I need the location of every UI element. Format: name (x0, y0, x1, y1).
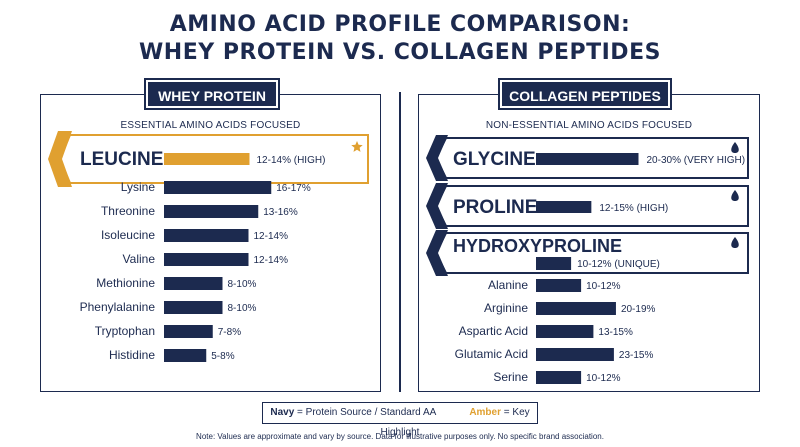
bar-methionine (164, 277, 223, 290)
whey-subtitle: ESSENTIAL AMINO ACIDS FOCUSED (120, 120, 301, 131)
bar-label-valine: Valine (123, 252, 156, 266)
bar-label-glycine: GLYCINE (453, 149, 536, 170)
bar-label-threonine: Threonine (101, 204, 155, 218)
value-label-alanine: 10-12% (586, 281, 621, 292)
bar-valine (164, 253, 249, 266)
drop-icon (731, 142, 739, 153)
value-label-phenylalanine: 8-10% (228, 303, 257, 314)
value-label-proline: 12-15% (HIGH) (599, 203, 668, 214)
bar-label-serine: Serine (493, 370, 528, 384)
page-title-line1: AMINO ACID PROFILE COMPARISON: (169, 12, 631, 37)
comparison-chart: LEUCINE 12-14% (HIGH) Lysine 16-17% Threonin… (48, 131, 749, 384)
bar-label-isoleucine: Isoleucine (101, 228, 155, 242)
value-label-hydroxyproline: 10-12% (UNIQUE) (577, 259, 660, 270)
footnote: Note: Values are approximate and vary by… (196, 432, 604, 441)
value-label-arginine: 20-19% (621, 304, 656, 315)
bar-serine (536, 371, 582, 384)
page-title-line2: WHEY PROTEIN VS. COLLAGEN PEPTIDES (139, 40, 661, 65)
hex-accent-hydroxyproline (426, 230, 448, 276)
drop-icon (731, 190, 739, 201)
legend-amber-label: Amber (469, 407, 501, 418)
legend-amber-text: = Key Highlight (380, 407, 530, 438)
drop-icon (731, 237, 739, 248)
bar-label-lysine: Lysine (121, 180, 156, 194)
bar-threonine (164, 205, 259, 218)
value-label-leucine: 12-14% (HIGH) (257, 155, 326, 166)
bar-label-phenylalanine: Phenylalanine (80, 300, 156, 314)
legend: Navy = Protein Source / Standard AA Ambe… (262, 402, 538, 438)
bar-leucine (164, 153, 250, 165)
value-label-lysine: 16-17% (276, 183, 311, 194)
value-label-methionine: 8-10% (228, 279, 257, 290)
collagen-subtitle: NON-ESSENTIAL AMINO ACIDS FOCUSED (485, 120, 693, 131)
value-label-valine: 12-14% (254, 255, 289, 266)
value-label-glycine: 20-30% (VERY HIGH) (647, 155, 746, 166)
bar-isoleucine (164, 229, 249, 242)
bar-glutamic-acid (536, 348, 614, 361)
bar-arginine (536, 302, 616, 315)
legend-navy-label: Navy (270, 407, 295, 418)
bar-phenylalanine (164, 301, 223, 314)
hex-accent-glycine (426, 135, 448, 181)
bar-label-aspartic-acid: Aspartic Acid (459, 324, 528, 338)
bar-label-tryptophan: Tryptophan (95, 324, 155, 338)
whey-panel-title: WHEY PROTEIN (144, 78, 280, 110)
value-label-isoleucine: 12-14% (254, 231, 289, 242)
bar-histidine (164, 349, 207, 362)
value-label-aspartic-acid: 13-15% (598, 327, 633, 338)
bar-label-histidine: Histidine (109, 348, 155, 362)
hex-accent-proline (426, 183, 448, 229)
star-icon (351, 141, 363, 152)
bar-label-alanine: Alanine (488, 278, 528, 292)
bar-label-hydroxyproline: HYDROXYPROLINE (453, 236, 622, 256)
bar-alanine (536, 279, 582, 292)
bar-label-arginine: Arginine (484, 301, 528, 315)
bar-label-methionine: Methionine (96, 276, 155, 290)
value-label-tryptophan: 7-8% (218, 327, 241, 338)
bar-hydroxyproline (536, 257, 572, 270)
bar-glycine (536, 153, 639, 165)
value-label-glutamic-acid: 23-15% (619, 350, 654, 361)
value-label-histidine: 5-8% (211, 351, 234, 362)
bar-tryptophan (164, 325, 213, 338)
bar-label-proline: PROLINE (453, 197, 537, 218)
collagen-panel-title: COLLAGEN PEPTIDES (498, 78, 672, 110)
bar-lysine (164, 181, 272, 194)
bar-label-leucine: LEUCINE (80, 149, 163, 170)
bar-label-glutamic-acid: Glutamic Acid (455, 347, 528, 361)
leucine-hex-accent (48, 131, 72, 187)
value-label-threonine: 13-16% (263, 207, 298, 218)
value-label-serine: 10-12% (586, 373, 621, 384)
bar-proline (536, 201, 592, 213)
bar-aspartic-acid (536, 325, 594, 338)
legend-navy-text: = Protein Source / Standard AA (297, 407, 436, 418)
center-divider (399, 92, 401, 392)
